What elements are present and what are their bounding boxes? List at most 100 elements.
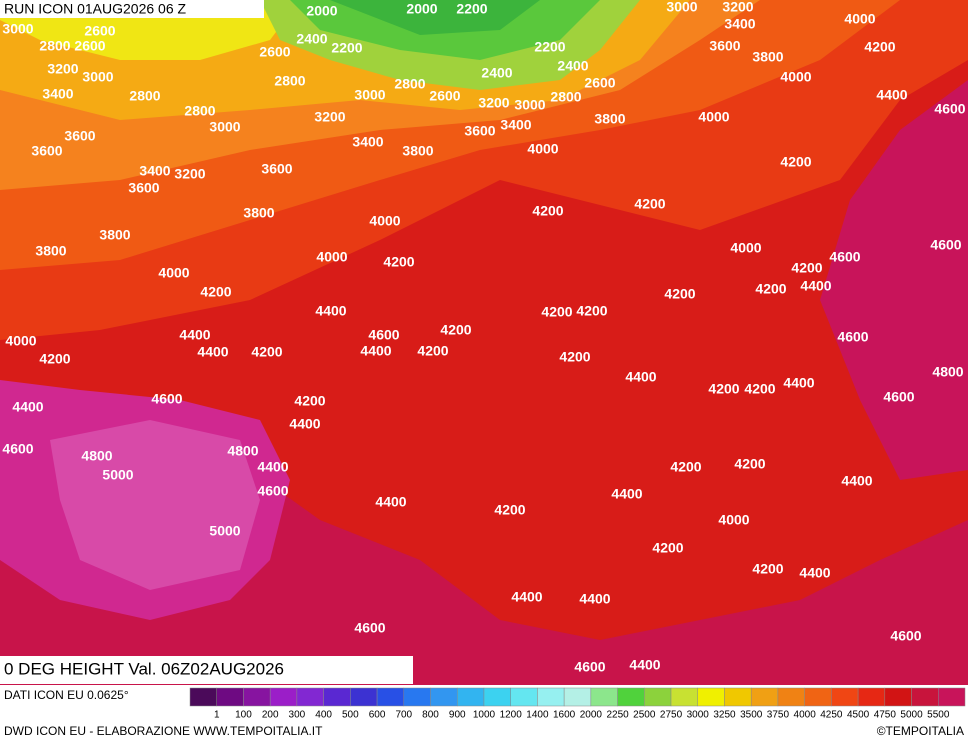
contour-label: 3200 <box>47 61 78 77</box>
legend-label: 5500 <box>927 710 950 721</box>
legend-label: 2500 <box>633 710 656 721</box>
contour-label: 4000 <box>718 512 749 528</box>
contour-label: 4000 <box>369 213 400 229</box>
contour-label: 3200 <box>722 0 753 15</box>
contour-label: 4400 <box>179 327 210 343</box>
contour-label: 4200 <box>294 393 325 409</box>
contour-label: 4200 <box>664 286 695 302</box>
legend-label: 1 <box>214 710 220 721</box>
contour-label: 4600 <box>368 327 399 343</box>
contour-label: 4000 <box>158 265 189 281</box>
legend-swatch <box>376 687 405 707</box>
legend-swatch <box>697 687 725 707</box>
contour-label: 4000 <box>730 240 761 256</box>
legend-label: 600 <box>369 710 386 721</box>
legend-label: 5000 <box>900 710 923 721</box>
contour-label: 3800 <box>752 49 783 65</box>
contour-label: 4200 <box>383 254 414 270</box>
contour-label: 4200 <box>755 281 786 297</box>
contour-label: 3400 <box>352 134 383 150</box>
contour-label: 4600 <box>574 659 605 675</box>
legend-label: 4750 <box>874 710 897 721</box>
contour-label: 4400 <box>611 486 642 502</box>
contour-label: 4200 <box>708 381 739 397</box>
contour-label: 4200 <box>200 284 231 300</box>
contour-label: 4600 <box>883 389 914 405</box>
contour-label: 4400 <box>783 375 814 391</box>
contour-label: 4600 <box>354 620 385 636</box>
contour-label: 4200 <box>532 203 563 219</box>
data-source: DATI ICON EU 0.0625° <box>4 688 129 702</box>
legend-swatch <box>456 687 485 707</box>
contour-label: 4200 <box>541 304 572 320</box>
legend-label: 2750 <box>660 710 683 721</box>
contour-label: 4400 <box>315 303 346 319</box>
contour-label: 2800 <box>394 76 425 92</box>
legend-swatch <box>777 687 805 707</box>
legend-label: 1000 <box>473 710 496 721</box>
legend-swatch <box>857 687 886 707</box>
legend-swatch <box>670 687 699 707</box>
contour-label: 3800 <box>35 243 66 259</box>
contour-label: 4200 <box>39 351 70 367</box>
contour-label: 3800 <box>243 205 274 221</box>
contour-label: 4200 <box>652 540 683 556</box>
copyright: ©TEMPOITALIA <box>877 724 964 738</box>
legend-swatch <box>750 687 779 707</box>
contour-label: 4400 <box>629 657 660 673</box>
legend-label: 4500 <box>847 710 870 721</box>
contour-label: 2800 <box>39 38 70 54</box>
contour-label: 2800 <box>274 73 305 89</box>
contour-label: 3000 <box>666 0 697 15</box>
legend-label: 3000 <box>687 710 710 721</box>
contour-label: 2600 <box>429 88 460 104</box>
legend-label: 1200 <box>500 710 523 721</box>
contour-label: 3600 <box>128 180 159 196</box>
legend-swatch <box>323 687 351 707</box>
contour-label: 4200 <box>780 154 811 170</box>
legend-swatch <box>537 687 565 707</box>
contour-label: 3000 <box>2 21 33 37</box>
contour-label: 4400 <box>800 278 831 294</box>
contour-label: 3000 <box>514 97 545 113</box>
contour-label: 3000 <box>354 87 385 103</box>
contour-label: 3800 <box>594 111 625 127</box>
contour-label: 4400 <box>511 589 542 605</box>
legend-swatch <box>483 687 511 707</box>
contour-label: 4400 <box>289 416 320 432</box>
legend-label: 900 <box>449 710 466 721</box>
contour-label: 4800 <box>81 448 112 464</box>
legend-swatch <box>938 687 966 707</box>
legend-swatch <box>724 687 752 707</box>
contour-label: 4200 <box>791 260 822 276</box>
contour-label: 4400 <box>876 87 907 103</box>
legend-swatch <box>243 687 271 707</box>
credit: DWD ICON EU - ELABORAZIONE WWW.TEMPOITAL… <box>4 724 323 738</box>
contour-label: 4200 <box>417 343 448 359</box>
contour-label: 3800 <box>99 227 130 243</box>
contour-label: 3800 <box>402 143 433 159</box>
contour-label: 2600 <box>84 23 115 39</box>
legend-swatch <box>216 687 244 707</box>
contour-label: 4200 <box>670 459 701 475</box>
contour-label: 2800 <box>129 88 160 104</box>
contour-label: 4200 <box>634 196 665 212</box>
contour-label: 4200 <box>864 39 895 55</box>
contour-label: 4400 <box>841 473 872 489</box>
contour-label: 2800 <box>550 89 581 105</box>
legend-label: 1400 <box>526 710 549 721</box>
legend-label: 200 <box>262 710 279 721</box>
contour-label: 4800 <box>227 443 258 459</box>
contour-label: 4600 <box>837 329 868 345</box>
legend-swatch <box>804 687 832 707</box>
contour-label: 4400 <box>360 343 391 359</box>
contour-label: 4400 <box>12 399 43 415</box>
contour-label: 4400 <box>625 369 656 385</box>
map-caption: 0 DEG HEIGHT Val. 06Z02AUG2026 <box>4 659 284 678</box>
contour-label: 4400 <box>375 494 406 510</box>
contour-label: 4600 <box>890 628 921 644</box>
contour-label: 2600 <box>584 75 615 91</box>
contour-label: 3600 <box>261 161 292 177</box>
legend-swatch <box>831 687 859 707</box>
